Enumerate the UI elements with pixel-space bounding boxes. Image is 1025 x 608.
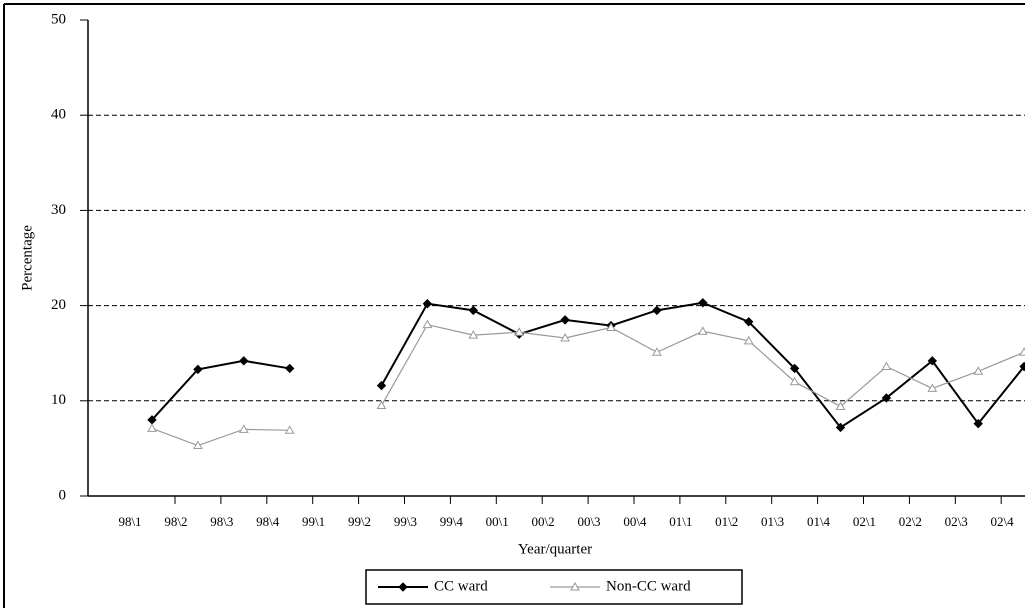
x-axis-title: Year/quarter xyxy=(518,541,592,557)
series-line xyxy=(151,323,1025,447)
data-point xyxy=(697,326,708,335)
data-point xyxy=(1019,347,1025,356)
data-point xyxy=(606,322,616,331)
data-point xyxy=(927,383,938,392)
data-point xyxy=(881,393,892,403)
x-tick-label: 02\1 xyxy=(853,514,876,529)
data-point xyxy=(743,335,754,345)
data-point xyxy=(284,363,295,374)
x-tick-label: 98\3 xyxy=(210,514,233,529)
data-point xyxy=(560,315,570,325)
x-tick-label: 00\4 xyxy=(623,514,647,529)
data-point xyxy=(835,401,846,411)
x-tick-label: 98\1 xyxy=(118,514,141,529)
x-tick-label: 99\4 xyxy=(440,514,464,529)
x-tick-label: 99\3 xyxy=(394,514,417,529)
x-tick-label: 98\2 xyxy=(164,514,187,529)
data-point xyxy=(652,347,662,356)
y-tick-label: 0 xyxy=(59,487,67,503)
data-point xyxy=(468,330,479,339)
y-tick-label: 20 xyxy=(51,297,66,313)
data-point xyxy=(789,363,800,374)
x-tick-label: 98\4 xyxy=(256,514,280,529)
data-point xyxy=(193,364,203,375)
x-tick-label: 00\2 xyxy=(532,514,555,529)
x-tick-label: 01\4 xyxy=(807,514,831,529)
y-tick-label: 50 xyxy=(51,11,66,27)
series-line xyxy=(151,301,1025,429)
y-tick-label: 40 xyxy=(51,107,66,123)
x-tick-label: 01\2 xyxy=(715,514,738,529)
x-tick-label: 02\4 xyxy=(991,514,1015,529)
data-point xyxy=(1019,361,1025,372)
data-point xyxy=(147,423,157,432)
data-point xyxy=(743,317,754,327)
data-point xyxy=(789,376,800,386)
data-point xyxy=(422,298,433,309)
x-tick-label: 00\1 xyxy=(486,514,509,529)
data-point xyxy=(835,422,846,433)
data-point xyxy=(698,298,708,308)
data-point xyxy=(422,319,433,329)
x-tick-label: 00\3 xyxy=(577,514,600,529)
data-point xyxy=(652,305,662,316)
data-point xyxy=(376,400,387,410)
data-point xyxy=(881,361,892,371)
legend-marker xyxy=(570,581,580,591)
data-point xyxy=(560,332,570,342)
x-tick-label: 99\2 xyxy=(348,514,371,529)
data-point xyxy=(927,356,938,366)
data-point xyxy=(973,418,983,429)
legend-marker xyxy=(398,582,408,592)
data-point xyxy=(238,424,249,433)
y-tick-label: 30 xyxy=(51,202,66,218)
legend-label: CC ward xyxy=(434,578,488,594)
data-point xyxy=(973,366,984,375)
data-point xyxy=(239,356,249,366)
y-axis-title: Percentage xyxy=(19,225,35,291)
x-tick-label: 01\3 xyxy=(761,514,784,529)
data-point xyxy=(376,380,387,391)
x-tick-label: 02\2 xyxy=(899,514,922,529)
x-tick-label: 02\3 xyxy=(945,514,968,529)
data-point xyxy=(284,425,295,434)
y-tick-label: 10 xyxy=(51,392,66,408)
x-tick-label: 99\1 xyxy=(302,514,325,529)
data-point xyxy=(514,327,525,336)
x-tick-label: 01\1 xyxy=(669,514,692,529)
legend-label: Non-CC ward xyxy=(606,578,691,594)
data-point xyxy=(468,305,479,316)
data-point xyxy=(193,440,203,450)
legend-box xyxy=(365,569,743,605)
